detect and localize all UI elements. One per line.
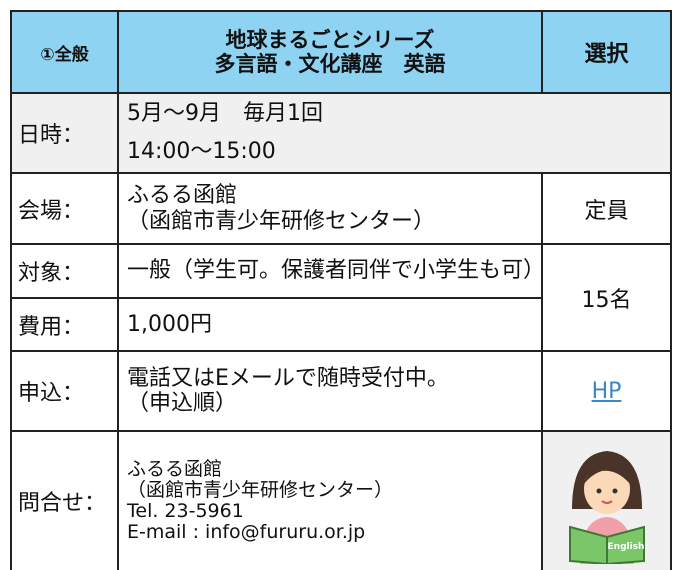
row-label: 問合せ：: [10, 430, 119, 570]
row-content: ふるる函館 （函館市青少年研修センター） Tel. 23-5961 E-mail : …: [117, 430, 543, 570]
title-line: 地球まるごとシリーズ: [225, 27, 435, 52]
content-line: 1,000円: [127, 311, 212, 337]
hp-link[interactable]: HP: [591, 378, 622, 404]
row-content: ふるる函館 （函館市青少年研修センター）: [117, 172, 543, 245]
header-title: 地球まるごとシリーズ 多言語・文化講座 英語: [117, 10, 543, 94]
content-line: （函館市青少年研修センター）: [127, 208, 436, 234]
header-select: 選択: [541, 10, 672, 94]
content-line: （函館市青少年研修センター）: [127, 479, 394, 502]
row-content: 一般（学生可。保護者同伴で小学生も可）: [117, 243, 546, 299]
content-line: 5月～9月 毎月1回: [127, 100, 323, 126]
content-line: 14:00～15:00: [127, 139, 276, 164]
illustration: English: [568, 450, 645, 564]
content-line: ふるる函館: [127, 458, 223, 481]
title-line: 多言語・文化講座 英語: [214, 52, 446, 76]
row-label: 会場：: [10, 172, 119, 245]
content-line: Tel. 23-5961: [127, 500, 244, 522]
row-label: 費用：: [10, 297, 119, 352]
row-label: 申込：: [10, 350, 119, 432]
book-text: English: [607, 542, 644, 552]
row-label: 日時：: [10, 92, 119, 174]
capacity-label: 定員: [541, 172, 672, 245]
row-content: 1,000円: [117, 297, 543, 352]
row-content: 5月～9月 毎月1回 14:00～15:00: [117, 92, 672, 174]
illustration-cell: English: [541, 430, 672, 570]
capacity: 15名: [541, 243, 672, 352]
content-line: 電話又はEメールで随時受付中。: [127, 365, 449, 391]
row-label: 対象：: [10, 243, 119, 299]
content-line: （申込順）: [127, 391, 238, 416]
content-line: ふるる函館: [127, 183, 238, 209]
content-line: 一般（学生可。保護者同伴で小学生も可）: [127, 258, 546, 284]
link-cell: HP: [541, 350, 672, 432]
row-content: 電話又はEメールで随時受付中。 （申込順）: [117, 350, 543, 432]
header-number: ①全般: [10, 10, 119, 94]
content-line: E-mail : info@fururu.or.jp: [127, 520, 366, 543]
